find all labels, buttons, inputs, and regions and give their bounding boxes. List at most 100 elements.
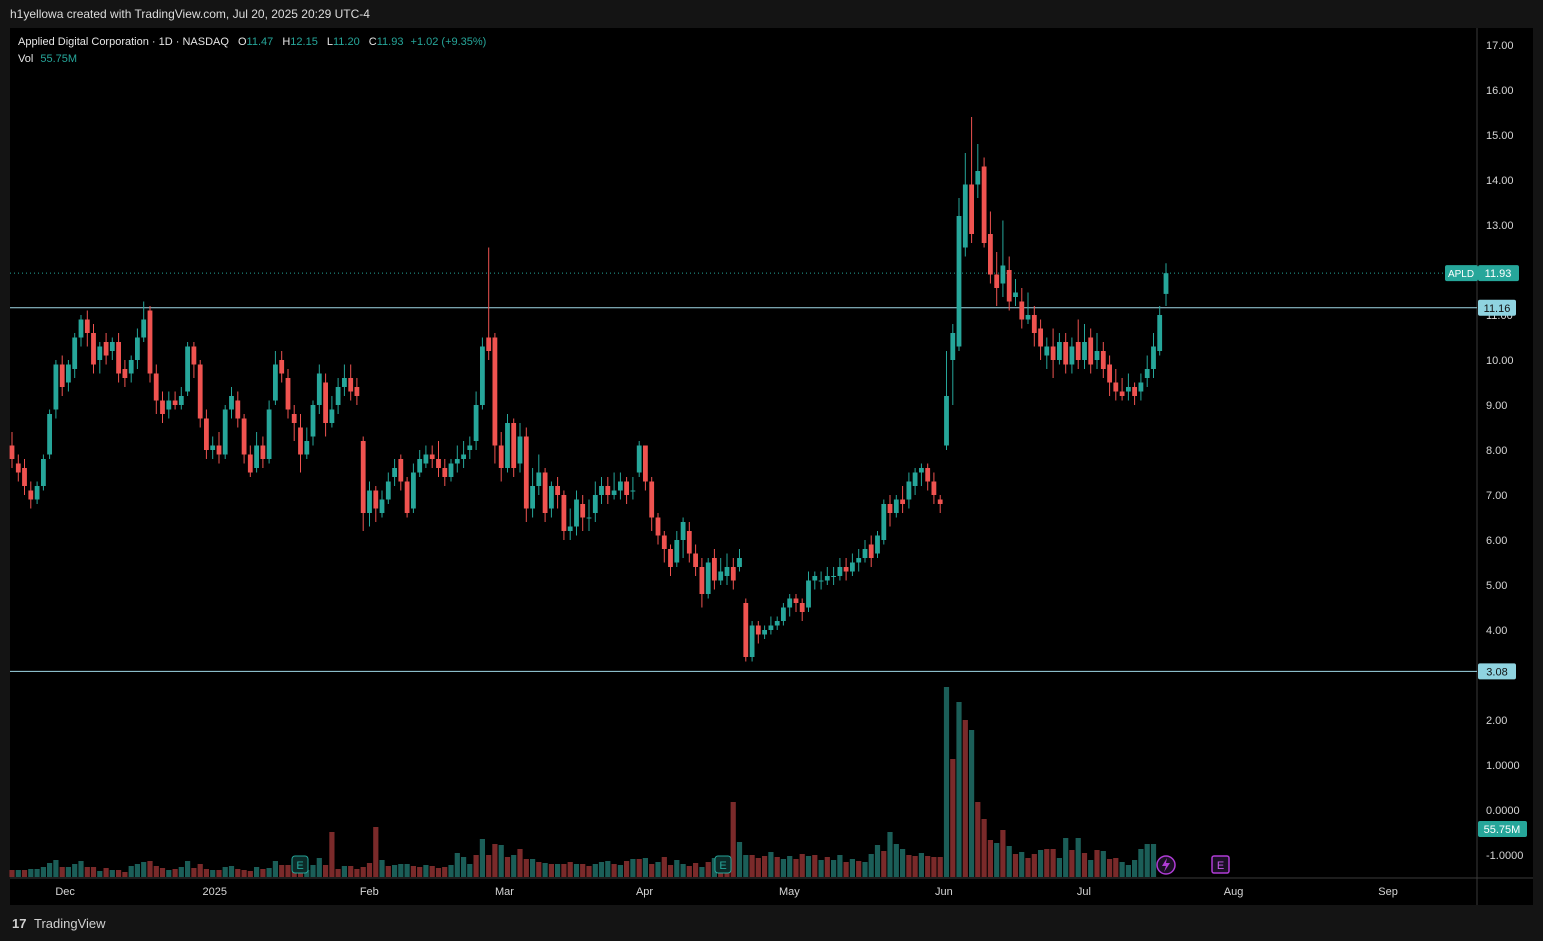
candle bbox=[718, 558, 724, 585]
candle bbox=[442, 459, 448, 486]
candle-body bbox=[147, 310, 153, 374]
volume-bar bbox=[573, 864, 580, 877]
legend-volume-label: Vol bbox=[18, 53, 34, 65]
candle-body bbox=[78, 319, 84, 338]
volume-bar bbox=[818, 860, 824, 877]
candle bbox=[893, 495, 899, 518]
volume-bar bbox=[900, 849, 906, 877]
candle-body bbox=[1107, 364, 1112, 383]
volume-bar bbox=[254, 867, 260, 877]
candle-body bbox=[1044, 346, 1050, 356]
candle bbox=[116, 333, 121, 383]
tradingview-brand[interactable]: TradingView bbox=[34, 916, 106, 931]
candle-body bbox=[436, 459, 441, 468]
candle bbox=[285, 369, 291, 419]
candle-body bbox=[599, 486, 604, 495]
candle-body bbox=[1144, 369, 1150, 378]
candle-body bbox=[210, 445, 216, 450]
candle bbox=[661, 531, 667, 563]
y-tick-label: -1.0000 bbox=[1486, 850, 1523, 862]
candle bbox=[1013, 279, 1018, 306]
legend-open-label: O bbox=[237, 36, 247, 48]
footer-bar: 17 TradingView bbox=[0, 905, 1543, 941]
chart-area[interactable] bbox=[10, 28, 1533, 905]
candle-body bbox=[197, 364, 203, 419]
candle-body bbox=[555, 486, 560, 495]
candle bbox=[454, 445, 460, 473]
legend-change: +1.02 (+9.35%) bbox=[410, 36, 487, 48]
candle bbox=[705, 558, 711, 599]
candle-body bbox=[116, 342, 121, 374]
candle bbox=[925, 463, 931, 491]
candle bbox=[630, 477, 636, 500]
volume-bar bbox=[536, 862, 542, 877]
candle bbox=[680, 517, 686, 558]
candle bbox=[799, 598, 805, 621]
volume-bar bbox=[1038, 850, 1044, 877]
candle bbox=[781, 603, 786, 626]
candle-body bbox=[266, 409, 272, 459]
volume-bar bbox=[630, 859, 636, 877]
volume-bar bbox=[222, 867, 228, 877]
candle-body bbox=[799, 603, 805, 612]
legend-row-volume: Vol 55.75M bbox=[18, 51, 486, 68]
volume-bar bbox=[862, 862, 868, 877]
attribution-text: h1yellowa created with TradingView.com, … bbox=[10, 7, 370, 21]
candle bbox=[153, 364, 159, 414]
legend-row-price: Applied Digital Corporation · 1D · NASDA… bbox=[18, 34, 486, 51]
candle bbox=[674, 531, 680, 567]
tradingview-logo-icon[interactable]: 17 bbox=[12, 916, 27, 931]
candle bbox=[109, 337, 115, 360]
candle bbox=[774, 616, 780, 630]
volume-bar bbox=[655, 862, 661, 877]
candle-body bbox=[1094, 351, 1100, 360]
candle bbox=[84, 310, 90, 347]
volume-bar bbox=[448, 865, 454, 877]
candle bbox=[235, 391, 241, 428]
y-tick-label: 16.00 bbox=[1486, 85, 1514, 97]
candle bbox=[806, 571, 811, 612]
candle bbox=[636, 441, 642, 477]
candle bbox=[404, 477, 410, 518]
volume-bar bbox=[1006, 846, 1012, 877]
candle-body bbox=[630, 490, 636, 492]
candle-body bbox=[743, 603, 749, 657]
candle bbox=[197, 360, 203, 428]
volume-bar bbox=[423, 865, 429, 877]
candle-body bbox=[398, 459, 404, 482]
candle-body bbox=[84, 319, 90, 333]
volume-bar bbox=[605, 861, 611, 877]
y-tick-label: 1.0000 bbox=[1486, 760, 1520, 772]
volume-bar bbox=[329, 832, 335, 877]
candle-body bbox=[969, 184, 974, 234]
candle-body bbox=[404, 481, 410, 513]
candle bbox=[348, 364, 354, 401]
y-tick-label: 17.00 bbox=[1486, 40, 1514, 52]
volume-bar bbox=[235, 869, 241, 877]
volume-bar bbox=[166, 870, 172, 877]
candle-body bbox=[712, 558, 717, 581]
volume-bar bbox=[856, 861, 862, 877]
volume-bar bbox=[699, 867, 705, 877]
volume-bar bbox=[956, 702, 962, 877]
x-tick-label: Mar bbox=[495, 886, 514, 898]
candle-body bbox=[618, 481, 623, 491]
volume-bar bbox=[191, 868, 197, 877]
candle-body bbox=[793, 598, 799, 603]
candle-body bbox=[661, 535, 667, 549]
candle-body bbox=[135, 337, 140, 360]
volume-bar bbox=[887, 832, 893, 877]
candle-body bbox=[1088, 337, 1094, 365]
volume-bar bbox=[969, 730, 975, 877]
volume-bar bbox=[918, 853, 924, 877]
volume-bar bbox=[1000, 830, 1006, 877]
candle bbox=[385, 472, 391, 504]
candle-body bbox=[724, 567, 730, 576]
candle bbox=[342, 364, 347, 396]
volume-bar bbox=[153, 866, 159, 877]
candle-body bbox=[222, 409, 228, 455]
candle bbox=[392, 459, 397, 486]
candle-body bbox=[1082, 342, 1087, 360]
volume-bar bbox=[1056, 858, 1062, 877]
